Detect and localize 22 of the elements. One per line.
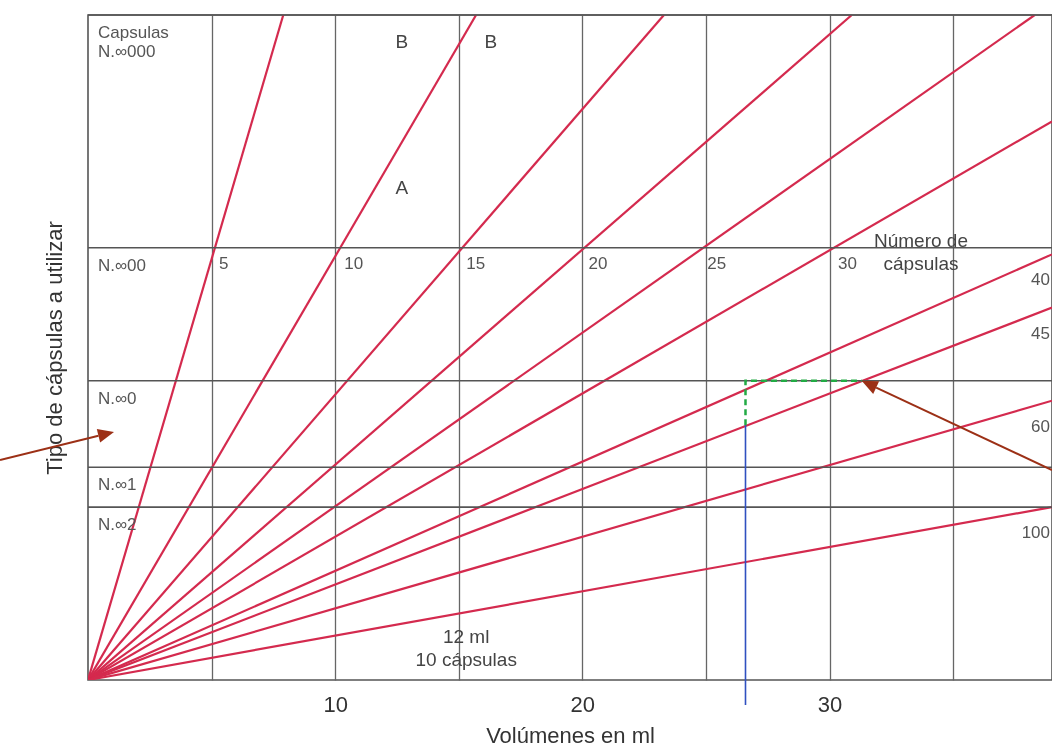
series-label: 45 xyxy=(1031,323,1050,343)
x-tick-label: 30 xyxy=(817,691,843,717)
series-label: 25 xyxy=(707,253,727,273)
series-label: 30 xyxy=(837,253,857,273)
annotation: B xyxy=(484,30,498,52)
ref-line-label: N.∞1 xyxy=(98,475,137,495)
y-axis-title: Tipo de cápsulas a utilizar xyxy=(41,221,67,475)
ref-line-label: N.∞00 xyxy=(98,255,147,275)
series-label: 5 xyxy=(218,253,229,273)
ref-line-label: N.∞0 xyxy=(98,388,137,408)
series-label: 40 xyxy=(1031,270,1050,290)
series-label: 20 xyxy=(588,253,608,273)
series-label: 15 xyxy=(466,253,486,273)
annotation: B xyxy=(395,30,409,52)
x-tick-label: 20 xyxy=(570,691,596,717)
ref-line-label: Capsulas N.∞000 xyxy=(98,23,169,61)
x-tick-label: 10 xyxy=(323,691,348,717)
series-label: 10 xyxy=(344,253,364,273)
annotation: A xyxy=(395,176,409,198)
series-label: 100 xyxy=(1021,523,1050,543)
x-axis-title: Volúmenes en ml xyxy=(486,722,655,748)
series-label: 60 xyxy=(1031,416,1050,436)
